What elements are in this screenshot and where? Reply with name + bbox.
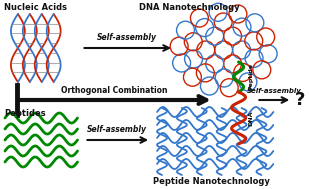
Text: Self-assembly: Self-assembly [97,33,157,42]
Text: Peptides: Peptides [4,109,46,118]
Text: Self-assembly: Self-assembly [247,88,302,94]
Text: Self-assembly: Self-assembly [87,125,147,134]
Text: Nucleic Acids: Nucleic Acids [4,3,67,12]
Text: DNA Nanotechnology: DNA Nanotechnology [138,3,239,12]
Text: Peptide: Peptide [248,64,253,91]
Text: Orthogonal Combination: Orthogonal Combination [61,86,167,95]
Text: ?: ? [295,91,305,109]
Text: DNA: DNA [248,110,253,126]
Text: Peptide Nanotechnology: Peptide Nanotechnology [153,177,270,186]
